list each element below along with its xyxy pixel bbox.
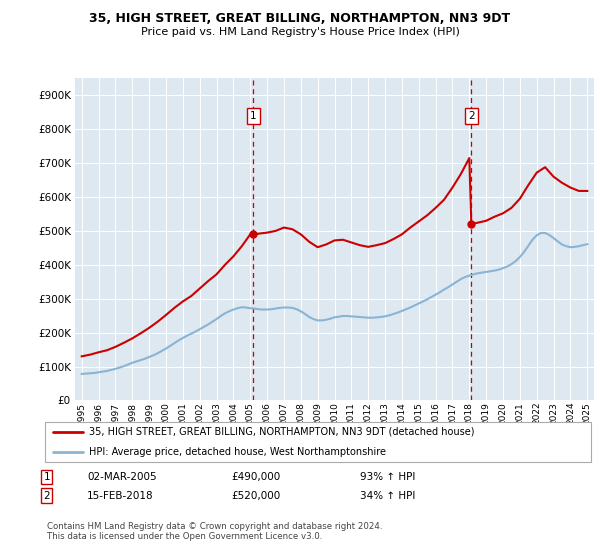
FancyBboxPatch shape (45, 422, 591, 462)
Text: HPI: Average price, detached house, West Northamptonshire: HPI: Average price, detached house, West… (89, 447, 386, 457)
Text: Contains HM Land Registry data © Crown copyright and database right 2024.
This d: Contains HM Land Registry data © Crown c… (47, 522, 382, 542)
Text: 35, HIGH STREET, GREAT BILLING, NORTHAMPTON, NN3 9DT: 35, HIGH STREET, GREAT BILLING, NORTHAMP… (89, 12, 511, 25)
Text: 02-MAR-2005: 02-MAR-2005 (87, 472, 157, 482)
Text: £490,000: £490,000 (231, 472, 280, 482)
Text: 15-FEB-2018: 15-FEB-2018 (87, 491, 154, 501)
Text: 34% ↑ HPI: 34% ↑ HPI (360, 491, 415, 501)
Text: 1: 1 (250, 111, 256, 121)
Text: 35, HIGH STREET, GREAT BILLING, NORTHAMPTON, NN3 9DT (detached house): 35, HIGH STREET, GREAT BILLING, NORTHAMP… (89, 427, 474, 437)
Text: Price paid vs. HM Land Registry's House Price Index (HPI): Price paid vs. HM Land Registry's House … (140, 27, 460, 37)
Text: 2: 2 (468, 111, 475, 121)
Text: 2: 2 (43, 491, 50, 501)
Text: 93% ↑ HPI: 93% ↑ HPI (360, 472, 415, 482)
Text: £520,000: £520,000 (231, 491, 280, 501)
Text: 1: 1 (43, 472, 50, 482)
